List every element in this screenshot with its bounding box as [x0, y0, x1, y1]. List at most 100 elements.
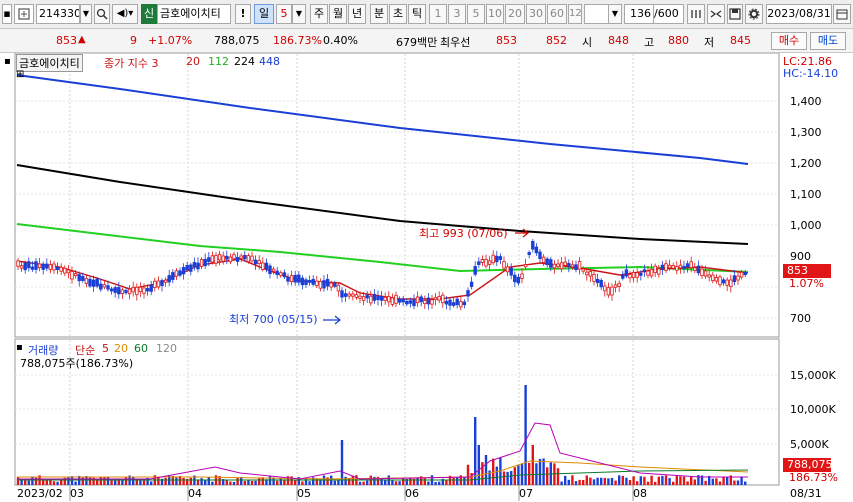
- candle-body: [257, 260, 261, 265]
- volume-bar: [686, 481, 689, 485]
- candle-body: [664, 263, 668, 271]
- buy-button[interactable]: 매수: [771, 32, 807, 50]
- volume-bar: [164, 477, 167, 485]
- volume-bar: [423, 478, 426, 485]
- code-search-icon[interactable]: [14, 4, 34, 24]
- candle-body: [30, 266, 35, 270]
- volume-bar: [261, 477, 264, 485]
- stock-code-input[interactable]: 214330: [36, 4, 80, 24]
- low-label: 저: [704, 36, 715, 49]
- last-price-tag: 853: [783, 264, 831, 278]
- chart-canvas[interactable]: [0, 53, 853, 502]
- volume-panel-collapse-icon[interactable]: ▪: [16, 342, 23, 353]
- candle-body: [311, 278, 315, 285]
- volume-bar: [427, 481, 430, 485]
- interval-120-button[interactable]: 120: [568, 4, 582, 24]
- candle-body: [459, 301, 463, 308]
- volume-bar: [20, 479, 23, 485]
- volume-bar: [85, 476, 88, 485]
- volume-bar: [110, 480, 113, 485]
- period-second-button[interactable]: 초: [389, 4, 407, 24]
- code-dropdown-icon[interactable]: ▼: [80, 4, 92, 24]
- grid-toggle-icon[interactable]: ⊞: [16, 69, 25, 80]
- volume-bar: [722, 476, 725, 485]
- period-tick-button[interactable]: 틱: [408, 4, 426, 24]
- settings-gear-icon[interactable]: [745, 4, 763, 24]
- alert-button[interactable]: !: [235, 4, 251, 24]
- period-num-input[interactable]: 5: [276, 4, 292, 24]
- candle-body: [228, 256, 233, 263]
- sell-button[interactable]: 매도: [810, 32, 846, 50]
- candle-body: [138, 286, 143, 293]
- period-year-button[interactable]: 년: [348, 4, 366, 24]
- candle-body: [178, 270, 182, 276]
- panel-collapse-icon[interactable]: ▪: [4, 56, 11, 67]
- x-tick-03: 03: [70, 487, 84, 500]
- date-input[interactable]: 2023/08/31: [766, 4, 832, 24]
- display-count-input[interactable]: 136: [624, 4, 654, 24]
- candle-body: [405, 300, 409, 305]
- volume-bar: [337, 480, 340, 485]
- volume-bar: [189, 477, 192, 485]
- ma448-label: 448: [259, 55, 280, 68]
- period-dropdown-icon[interactable]: ▼: [292, 4, 306, 24]
- save-icon[interactable]: [727, 4, 743, 24]
- window-menu-icon[interactable]: ▪: [2, 4, 12, 24]
- x-tick-07: 07: [519, 487, 533, 500]
- ma224-line: [16, 164, 749, 245]
- interval-5-button[interactable]: 5: [467, 4, 485, 24]
- zoom-out-icon[interactable]: [707, 4, 725, 24]
- period-week-button[interactable]: 주: [310, 4, 328, 24]
- candle-body: [541, 256, 546, 263]
- volume-bar: [175, 477, 178, 485]
- volume-bar: [502, 471, 506, 485]
- interval-30-button[interactable]: 30: [526, 4, 546, 24]
- interval-20-button[interactable]: 20: [505, 4, 525, 24]
- volume-bar: [657, 476, 660, 485]
- candle-body: [232, 254, 236, 260]
- volume-bar: [596, 477, 599, 485]
- search-icon[interactable]: [94, 4, 110, 24]
- candle-body: [261, 262, 265, 270]
- candle-body: [268, 265, 272, 275]
- period-day-button[interactable]: 일: [254, 4, 274, 24]
- calendar-icon[interactable]: [833, 4, 851, 24]
- candle-body: [559, 262, 564, 270]
- chart-area[interactable]: ▪ 금호에이치티 종가 지수 3 20 112 224 448 ⊞ LC:21.…: [0, 53, 853, 502]
- volume-bar: [600, 477, 603, 485]
- sound-icon[interactable]: ◀)▾: [112, 4, 138, 24]
- interval-1-button[interactable]: 1: [429, 4, 447, 24]
- period-month-button[interactable]: 월: [329, 4, 347, 24]
- volume-bar: [204, 479, 207, 485]
- interval-3-button[interactable]: 3: [448, 4, 466, 24]
- candle-body: [19, 265, 24, 269]
- y-tick-1100: 1,100: [790, 188, 822, 201]
- volume-bar: [358, 481, 362, 485]
- interval-60-button[interactable]: 60: [547, 4, 567, 24]
- volume-bar: [63, 477, 66, 485]
- candle-body: [376, 295, 380, 301]
- price-panel-name[interactable]: 금호에이치티: [16, 54, 83, 72]
- candle-body: [117, 287, 121, 295]
- candle-body: [556, 263, 560, 268]
- candle-body: [606, 287, 611, 296]
- zoom-in-icon[interactable]: [687, 4, 705, 24]
- volume-bar: [542, 458, 545, 485]
- candle-body: [657, 268, 661, 275]
- candle-body: [581, 268, 585, 272]
- candle-body: [23, 262, 27, 271]
- candle-body: [225, 255, 229, 260]
- volume-bar: [697, 475, 700, 485]
- candle-body: [725, 279, 729, 286]
- candle-body: [192, 262, 197, 267]
- period-minute-button[interactable]: 분: [370, 4, 388, 24]
- interval-10-button[interactable]: 10: [486, 4, 504, 24]
- candle-body: [174, 270, 179, 277]
- interval-dropdown-icon[interactable]: ▼: [608, 4, 622, 24]
- candle-body: [617, 282, 621, 287]
- candle-body: [390, 297, 395, 305]
- candle-body: [491, 254, 495, 264]
- volume-bar: [258, 477, 261, 485]
- volume-bar: [301, 481, 304, 485]
- candle-body: [649, 269, 654, 277]
